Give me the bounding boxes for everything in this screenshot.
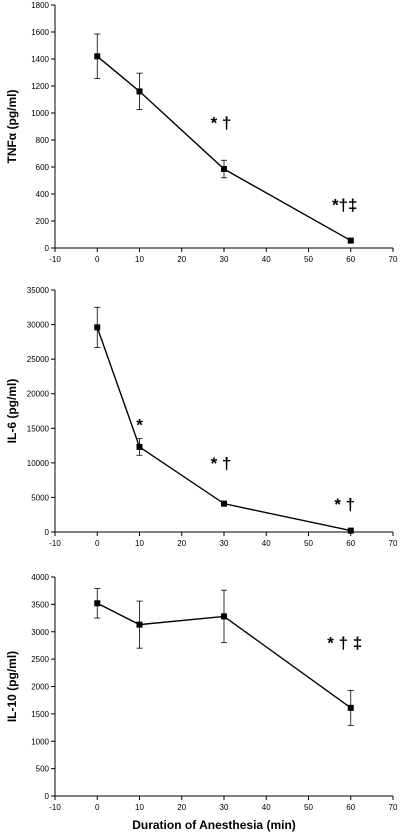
y-tick-label: 0 bbox=[45, 792, 50, 801]
y-tick-label: 0 bbox=[45, 528, 50, 537]
significance-label: *†‡ bbox=[332, 196, 358, 215]
y-tick-label: 600 bbox=[36, 163, 50, 172]
x-tick-label: -10 bbox=[49, 803, 61, 812]
x-tick-label: 50 bbox=[304, 803, 313, 812]
x-tick-label: -10 bbox=[49, 539, 61, 548]
series-line bbox=[96, 602, 352, 709]
x-tick-label: 70 bbox=[389, 803, 398, 812]
data-point bbox=[347, 704, 354, 711]
x-tick-label: 30 bbox=[220, 255, 229, 264]
y-tick-label: 2500 bbox=[31, 655, 49, 664]
series-line bbox=[96, 327, 351, 532]
y-axis-title: IL-6 (pg/ml) bbox=[5, 379, 19, 444]
y-tick-label: 4000 bbox=[31, 573, 49, 582]
y-tick-label: 2000 bbox=[31, 683, 49, 692]
x-tick-label: 70 bbox=[389, 539, 398, 548]
data-point bbox=[347, 237, 354, 244]
y-tick-label: 25000 bbox=[27, 355, 50, 364]
data-point bbox=[221, 613, 227, 620]
y-tick-label: 3000 bbox=[31, 628, 49, 637]
significance-label: * † bbox=[211, 113, 232, 132]
data-point bbox=[221, 166, 227, 173]
y-tick-label: 35000 bbox=[27, 286, 50, 295]
x-tick-label: 40 bbox=[262, 255, 271, 264]
y-tick-label: 200 bbox=[36, 217, 50, 226]
y-axis-title: TNFα (pg/ml) bbox=[5, 89, 19, 163]
il-6-panel: 0 5000 10000 15000 20000 25000 30000 35000 -10 0 1… bbox=[5, 286, 398, 548]
x-tick-label: 50 bbox=[304, 539, 313, 548]
x-tick-label: 10 bbox=[135, 803, 144, 812]
data-point bbox=[221, 500, 227, 507]
significance-label: * † bbox=[334, 495, 355, 514]
y-tick-label: 400 bbox=[36, 190, 50, 199]
data-point bbox=[94, 53, 101, 60]
x-tick-label: 20 bbox=[177, 803, 186, 812]
y-tick-label: 1500 bbox=[31, 710, 49, 719]
y-tick-label: 1200 bbox=[31, 82, 49, 91]
series-line bbox=[96, 55, 352, 242]
x-tick-label: 30 bbox=[220, 539, 229, 548]
y-tick-label: 30000 bbox=[27, 321, 50, 330]
x-tick-label: 70 bbox=[389, 255, 398, 264]
y-tick-label: 1000 bbox=[31, 737, 49, 746]
x-tick-label: 0 bbox=[95, 255, 100, 264]
y-tick-label: 800 bbox=[36, 136, 50, 145]
y-tick-label: 5000 bbox=[31, 493, 49, 502]
x-tick-label: 40 bbox=[262, 803, 271, 812]
x-tick-label: 10 bbox=[135, 539, 144, 548]
x-tick-label: 0 bbox=[95, 803, 100, 812]
x-tick-label: 60 bbox=[346, 255, 355, 264]
data-point bbox=[94, 324, 101, 331]
y-tick-label: 1400 bbox=[31, 55, 49, 64]
y-tick-label: 0 bbox=[45, 244, 50, 253]
x-tick-label: 60 bbox=[346, 803, 355, 812]
x-tick-label: 30 bbox=[220, 803, 229, 812]
x-axis-title: Duration of Anesthesia (min) bbox=[132, 818, 296, 832]
tnf-alpha-panel: 0 200 400 600 800 1000 1200 1400 1600 1800 -10 0 10 2… bbox=[5, 1, 398, 264]
significance-label: * † bbox=[211, 454, 232, 473]
y-tick-label: 20000 bbox=[27, 390, 50, 399]
x-tick-label: -10 bbox=[49, 255, 61, 264]
data-point bbox=[94, 600, 101, 607]
x-tick-label: 50 bbox=[304, 255, 313, 264]
x-tick-label: 20 bbox=[177, 539, 186, 548]
significance-label: * † ‡ bbox=[327, 633, 362, 652]
y-tick-label: 10000 bbox=[27, 459, 50, 468]
data-point bbox=[136, 443, 143, 450]
il-10-panel: 0 500 1000 1500 2000 2500 3000 3500 4000 -10 0 10 20… bbox=[5, 573, 398, 812]
data-point bbox=[136, 88, 143, 95]
x-tick-label: 20 bbox=[177, 255, 186, 264]
y-tick-label: 500 bbox=[36, 765, 50, 774]
x-tick-label: 40 bbox=[262, 539, 271, 548]
x-tick-label: 10 bbox=[135, 255, 144, 264]
y-tick-label: 15000 bbox=[27, 424, 50, 433]
x-tick-label: 0 bbox=[95, 539, 100, 548]
y-tick-label: 1800 bbox=[31, 1, 49, 10]
y-axis-title: IL-10 (pg/ml) bbox=[5, 651, 19, 722]
x-tick-label: 60 bbox=[346, 539, 355, 548]
y-tick-label: 3500 bbox=[31, 600, 49, 609]
data-point bbox=[136, 621, 143, 628]
y-tick-label: 1600 bbox=[31, 28, 49, 37]
data-point bbox=[347, 527, 354, 534]
y-tick-label: 1000 bbox=[31, 109, 49, 118]
significance-label: * bbox=[136, 416, 143, 435]
